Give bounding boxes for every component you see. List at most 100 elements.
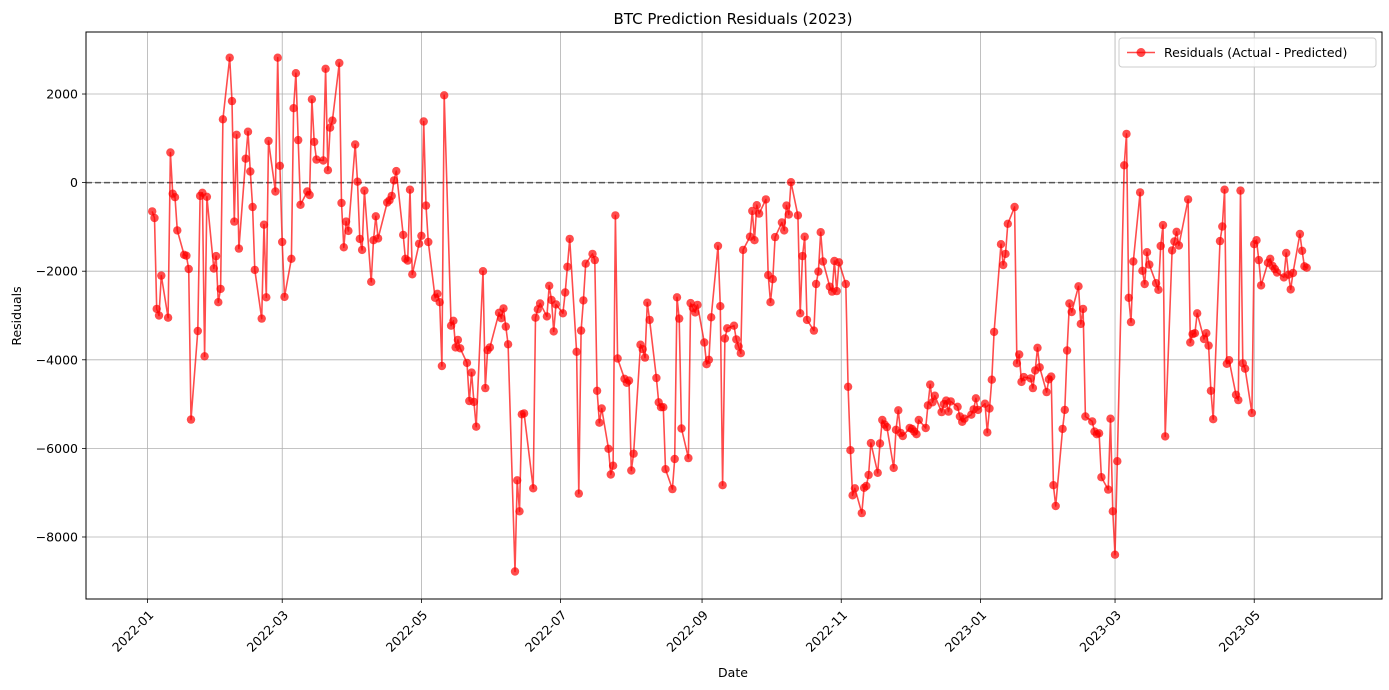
data-point (163, 313, 173, 322)
data-point (186, 415, 196, 424)
data-point (1026, 374, 1035, 383)
data-point (360, 186, 369, 195)
data-point (321, 64, 330, 74)
data-point (627, 466, 636, 475)
data-point (677, 424, 686, 433)
data-point (814, 267, 823, 276)
data-point (732, 335, 741, 344)
legend-box (1118, 37, 1377, 68)
data-point (1288, 268, 1298, 278)
data-point (780, 226, 789, 235)
data-point (1154, 285, 1163, 294)
data-point (503, 340, 513, 349)
data-point (1295, 229, 1305, 239)
data-point (551, 300, 561, 309)
data-point (574, 489, 583, 498)
data-point (357, 245, 367, 255)
data-point (971, 394, 981, 403)
data-point (248, 202, 257, 212)
data-point (351, 140, 360, 149)
data-point (1122, 129, 1131, 139)
data-point (211, 251, 221, 261)
data-point (312, 155, 321, 164)
data-point (273, 53, 282, 62)
data-point (857, 508, 866, 518)
data-point (499, 304, 508, 313)
data-point (921, 423, 930, 433)
data-point (392, 166, 401, 176)
data-point (1215, 236, 1225, 246)
data-point (736, 349, 745, 358)
data-point (545, 281, 554, 290)
data-point (344, 226, 353, 236)
data-point (834, 258, 844, 267)
data-point (786, 178, 796, 187)
data-point (271, 187, 280, 196)
data-point (1234, 395, 1243, 405)
data-point (296, 200, 305, 209)
data-point (243, 127, 253, 136)
data-point (250, 265, 259, 275)
data-point (684, 453, 693, 463)
data-point (1156, 241, 1165, 251)
data-point (437, 361, 447, 371)
data-point (882, 422, 892, 432)
data-point (1204, 341, 1213, 350)
data-point (1019, 372, 1028, 382)
data-point (996, 240, 1006, 249)
data-point (561, 288, 570, 297)
data-point (325, 123, 335, 132)
data-point (796, 309, 805, 318)
data-point (1193, 309, 1202, 318)
data-point (542, 312, 552, 321)
data-point (914, 415, 923, 425)
data-point (1236, 186, 1245, 195)
data-point (367, 277, 376, 286)
data-point (154, 311, 164, 320)
data-point (535, 299, 545, 308)
plot-area-frame (85, 31, 1383, 600)
data-point (926, 380, 935, 389)
data-point (798, 251, 807, 261)
data-point (1183, 195, 1193, 204)
data-point (157, 271, 166, 280)
data-point (1252, 236, 1261, 245)
data-point (1049, 481, 1058, 490)
data-point (700, 338, 709, 347)
data-point (937, 407, 946, 417)
data-point (1033, 343, 1042, 352)
data-point (1206, 386, 1216, 395)
data-point (864, 470, 873, 480)
data-point (659, 403, 668, 412)
y-tick-label: −8000 (36, 529, 78, 544)
data-point (1001, 249, 1010, 259)
data-point (928, 398, 937, 407)
data-point (1186, 338, 1195, 347)
data-point (912, 430, 921, 439)
data-point (704, 355, 714, 364)
data-point (225, 53, 234, 62)
data-point (768, 275, 777, 284)
data-point (866, 438, 876, 448)
data-point (670, 454, 679, 464)
data-point (953, 402, 962, 411)
data-point (310, 137, 319, 147)
data-point (184, 264, 193, 274)
data-point (748, 206, 757, 216)
data-point (319, 156, 328, 165)
y-tick-label: −6000 (36, 441, 78, 456)
data-point (1074, 282, 1083, 291)
data-point (209, 264, 218, 273)
data-point (234, 244, 244, 253)
data-point (691, 308, 700, 317)
data-point (752, 201, 761, 210)
data-point (453, 335, 463, 345)
data-point (241, 154, 250, 163)
data-point (766, 298, 775, 307)
data-point (624, 376, 634, 385)
data-point (414, 239, 424, 248)
data-point (462, 358, 472, 368)
data-point (713, 241, 723, 251)
data-point (307, 95, 317, 104)
data-point (259, 220, 269, 229)
